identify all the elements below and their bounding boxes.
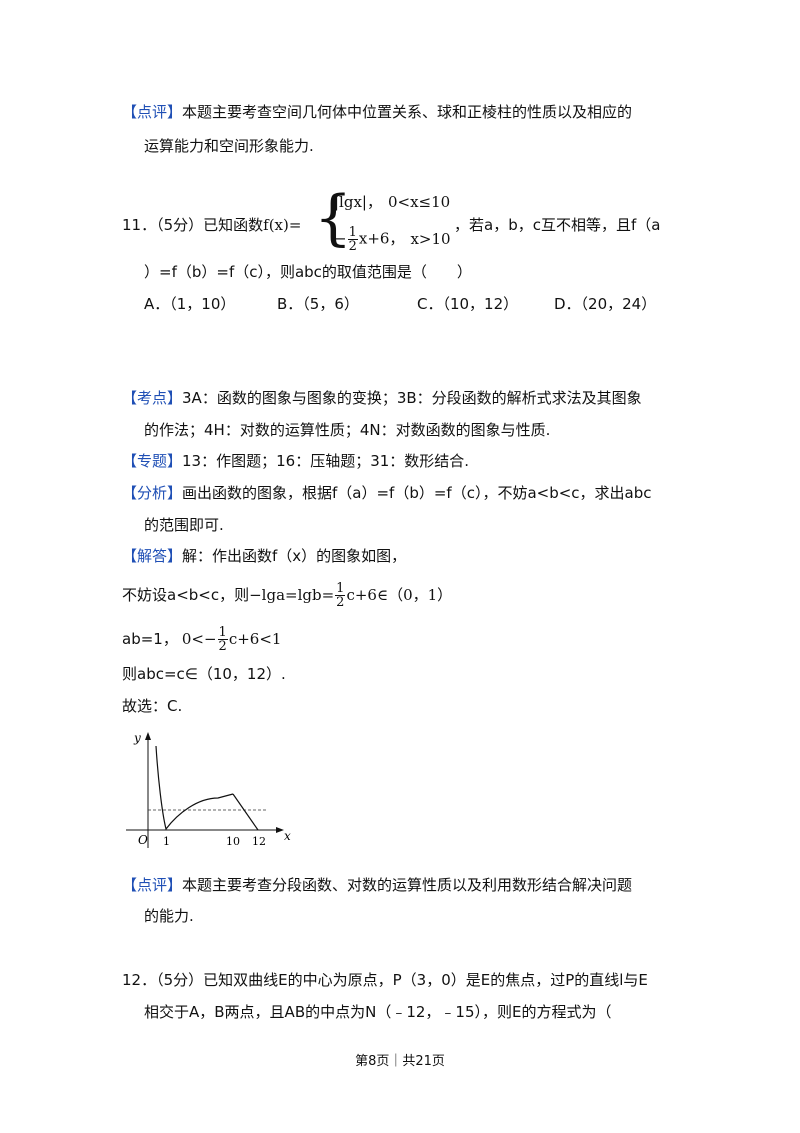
piecewise-brace: {: [314, 183, 353, 253]
choice-b[interactable]: B．（5，6）: [277, 295, 359, 313]
jieda-line2-math-b: c+6∈（0，1）: [346, 586, 453, 604]
fenxi-line-2: 的范围即可.: [144, 516, 224, 534]
fraction-numerator: 1: [347, 225, 358, 240]
fenxi-tag: 【分析】: [122, 484, 183, 502]
q12-line-1: 12．（5分）已知双曲线E的中心为原点，P（3，0）是E的焦点，过P的直线l与E: [122, 971, 648, 989]
review-tag: 【点评】: [122, 103, 183, 121]
fraction-numerator: 1: [217, 625, 228, 640]
q11-case-1: |lgx|， 0<x≤10: [334, 192, 450, 212]
kaodian-line-2: 的作法；4H：对数的运算性质；4N：对数函数的图象与性质.: [144, 421, 551, 439]
zhuanti-tag: 【专题】: [122, 452, 183, 470]
choice-a[interactable]: A．（1，10）: [144, 295, 236, 313]
review-1-line-1: 【点评】本题主要考查空间几何体中位置关系、球和正棱柱的性质以及相应的: [122, 102, 632, 122]
jieda-line-1: 【解答】解：作出函数f（x）的图象如图，: [122, 546, 406, 566]
review-tag: 【点评】: [122, 876, 183, 894]
jieda-line-3: ab=1， 0<− 1 2 c+6<1: [122, 626, 281, 653]
q12-line-2: 相交于A，B两点，且AB的中点为N（﹣12，﹣15），则E的方程式为（: [144, 1003, 612, 1021]
q11-func-name: f(x)=: [263, 216, 302, 234]
fraction-denominator: 2: [218, 639, 227, 654]
q11-stem-continued: ，若a，b，c互不相等，且f（a: [454, 216, 661, 234]
jieda-line3-math-a: 0<: [181, 630, 204, 648]
choice-d[interactable]: D．（20，24）: [554, 295, 657, 313]
tick-label-10: 10: [226, 835, 240, 848]
linear-branch: [232, 793, 259, 831]
fenxi-text: 画出函数的图象，根据f（a）=f（b）=f（c），不妨a<b<c，求出abc: [182, 484, 652, 502]
jieda-line2-text: 不妨设a<b<c，则: [122, 586, 250, 604]
fraction-numerator: 1: [335, 581, 346, 596]
jieda-line-2: 不妨设a<b<c，则−lga=lgb= 1 2 c+6∈（0，1）: [122, 582, 452, 609]
review-2-line-2: 的能力.: [144, 907, 194, 925]
fenxi-line-1: 【分析】画出函数的图象，根据f（a）=f（b）=f（c），不妨a<b<c，求出a…: [122, 483, 652, 503]
q11-case2-minus: −: [334, 229, 347, 248]
review-2-line-1: 【点评】本题主要考查分段函数、对数的运算性质以及利用数形结合解决问题: [122, 875, 632, 895]
jieda-tag: 【解答】: [122, 547, 183, 565]
jieda-line2-math-a: −lga=lgb=: [249, 586, 335, 604]
tick-label-12: 12: [252, 835, 266, 848]
kaodian-line-1: 【考点】3A：函数的图象与图象的变换；3B：分段函数的解析式求法及其图象: [122, 388, 642, 408]
q11-case1-expr: |lgx|，: [334, 193, 382, 211]
jieda-line3-text: ab=1，: [122, 630, 178, 648]
q11-number: 11．: [122, 216, 157, 234]
log-branch-curve: [155, 745, 234, 831]
q11-case2-expr: x+6，: [358, 229, 405, 248]
q11-case2-cond: x>10: [410, 229, 451, 248]
review-text: 本题主要考查分段函数、对数的运算性质以及利用数形结合解决问题: [182, 876, 633, 894]
y-axis-arrow: [145, 732, 151, 740]
y-axis-label: y: [133, 731, 141, 745]
function-graph: y x O 1 10 12: [126, 731, 291, 848]
origin-label: O: [138, 833, 148, 847]
q11-stem: 11．（5分）已知函数f(x)=: [122, 215, 301, 235]
q11-case-2: −1 2 x+6， x>10: [334, 226, 451, 253]
jieda-line3-minus: −: [203, 630, 217, 648]
review-1-line-2: 运算能力和空间形象能力.: [144, 137, 314, 155]
x-axis-arrow: [276, 827, 284, 833]
jieda-line3-math-b: c+6<1: [228, 630, 282, 648]
zhuanti-text: 13：作图题；16：压轴题；31：数形结合.: [182, 452, 470, 470]
page-footer: 第8页｜共21页: [355, 1054, 445, 1069]
choice-c[interactable]: C．（10，12）: [417, 295, 519, 313]
fraction-denominator: 2: [348, 239, 357, 254]
q11-case1-cond: 0<x≤10: [387, 193, 451, 211]
jieda-text: 解：作出函数f（x）的图象如图，: [182, 547, 407, 565]
review-text: 本题主要考查空间几何体中位置关系、球和正棱柱的性质以及相应的: [182, 103, 633, 121]
tick-label-1: 1: [163, 835, 170, 848]
zhuanti-line: 【专题】13：作图题；16：压轴题；31：数形结合.: [122, 451, 469, 471]
q11-stem-line-2: ）=f（b）=f（c），则abc的取值范围是（ ）: [144, 263, 472, 281]
kaodian-text: 3A：函数的图象与图象的变换；3B：分段函数的解析式求法及其图象: [182, 389, 642, 407]
jieda-line-4: 则abc=c∈（10，12）.: [122, 665, 286, 683]
kaodian-tag: 【考点】: [122, 389, 183, 407]
fraction-denominator: 2: [336, 595, 345, 610]
x-axis-label: x: [284, 829, 291, 843]
q11-score: （5分）已知函数: [156, 216, 264, 234]
jieda-line-5: 故选：C.: [122, 697, 183, 715]
